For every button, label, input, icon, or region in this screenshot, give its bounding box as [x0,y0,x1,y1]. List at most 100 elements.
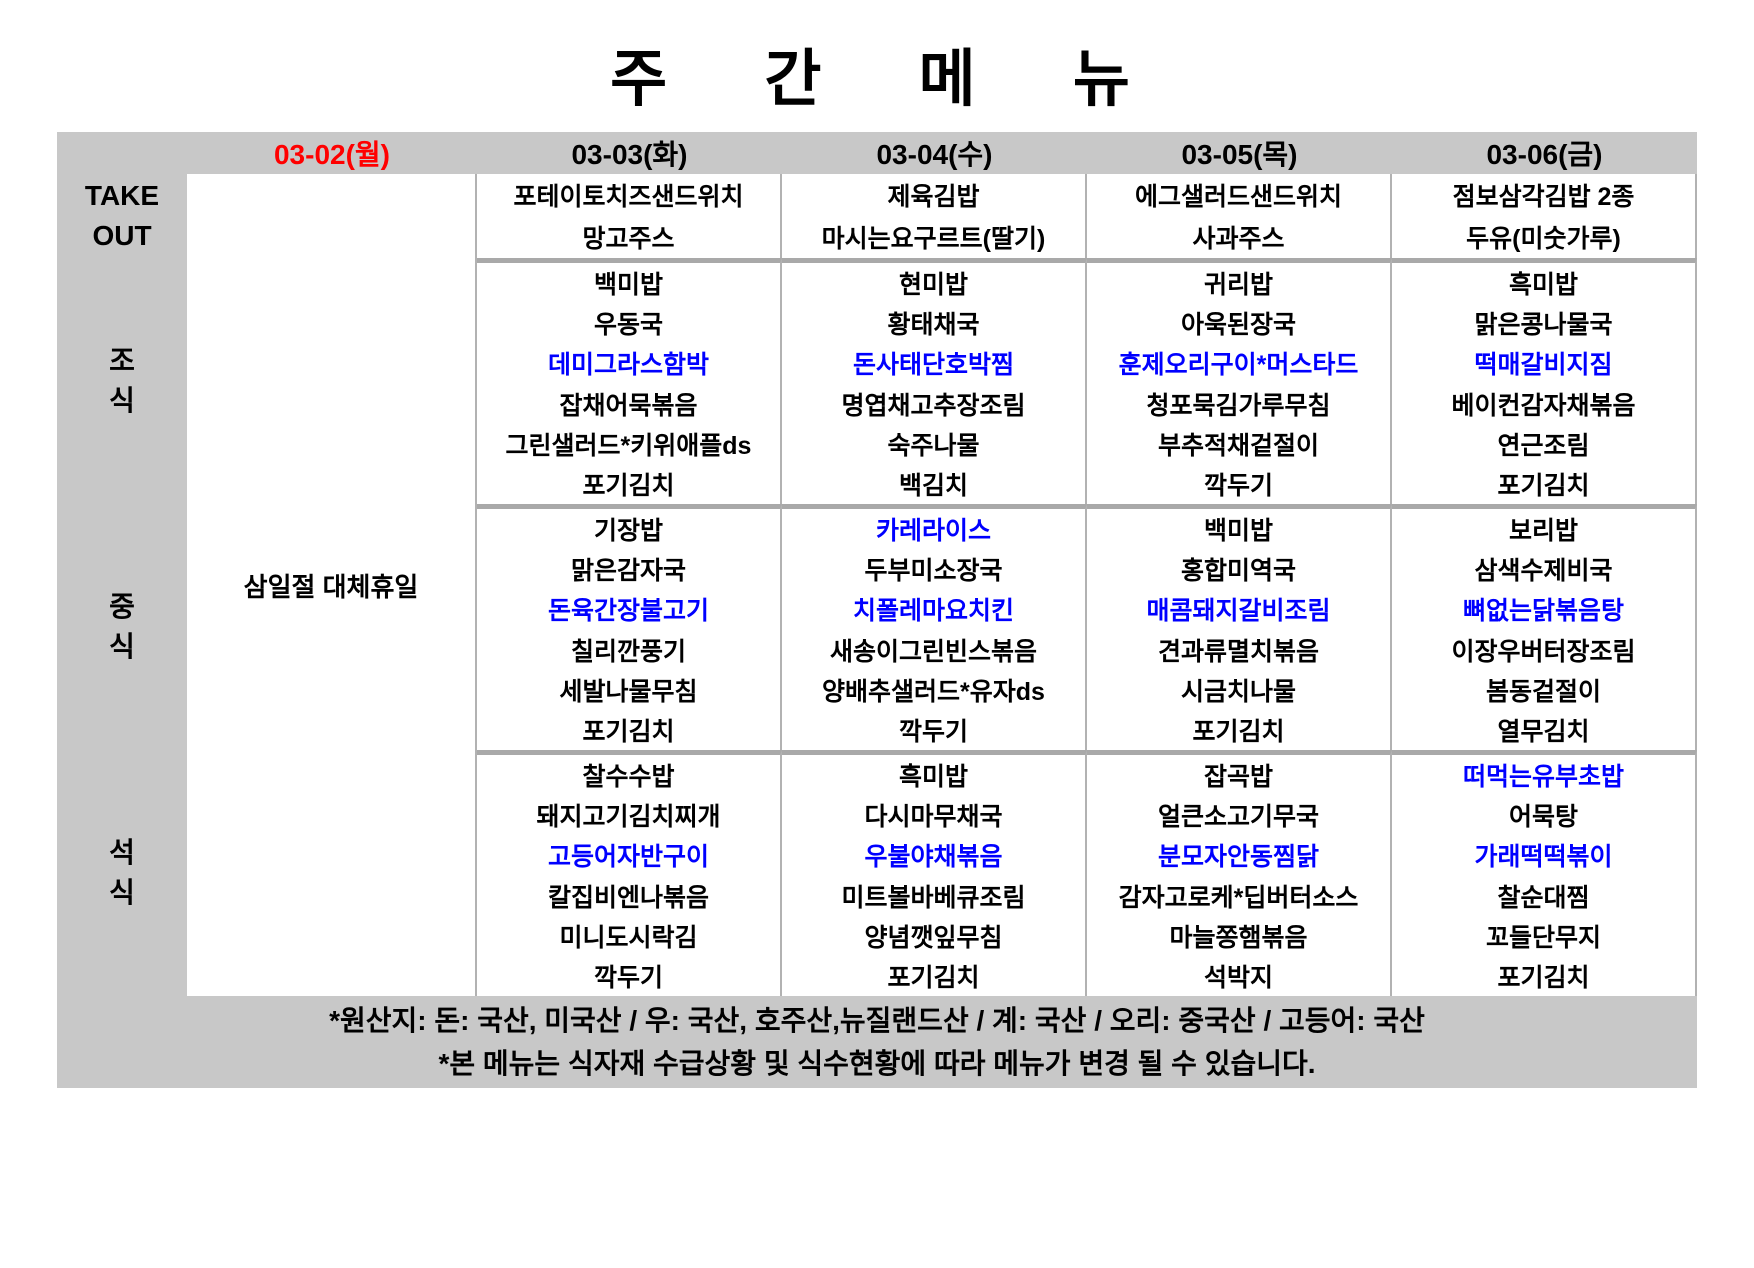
menu-cell-breakfast-day3: 귀리밥 아욱된장국 훈제오리구이*머스타드 청포묵김가루무침 부추적채겉절이 깍두기 [1087,258,1392,504]
row-label-line: 식 [109,385,135,416]
menu-item: 찰순대찜 [1497,883,1590,912]
holiday-note: 삼일절 대체휴일 [243,571,419,602]
menu-cell-dinner-day3: 잡곡밥 얼큰소고기무국 분모자안동찜닭 감자고로케*딥버터소스 마늘쫑햄볶음 석박지 [1087,750,1392,996]
menu-item: 포기김치 [1497,963,1590,992]
row-label-takeout: TAKE OUT [57,174,187,258]
menu-item: 청포묵김가루무침 [1146,391,1331,420]
menu-item: 망고주스 [582,225,675,253]
menu-item: 미니도시락김 [559,923,698,952]
date-header-03-03(화): 03-03(화) [477,132,782,174]
menu-cell-lunch-day4: 보리밥 삼색수제비국 뼈없는닭볶음탕 이장우버터장조림 봄동겉절이 열무김치 [1392,504,1697,750]
menu-item: 깍두기 [593,963,663,992]
row-label-line: 식 [109,631,135,662]
row-label-line: OUT [92,220,152,251]
menu-item: 마시는요구르트(딸기) [821,225,1046,253]
menu-item: 우불야채볶음 [864,843,1003,872]
menu-item: 매콤돼지갈비조림 [1146,597,1331,626]
menu-item: 연근조림 [1497,431,1590,460]
menu-item: 명엽채고추장조림 [841,391,1026,420]
menu-item: 얼큰소고기무국 [1157,803,1319,832]
menu-item: 어묵탕 [1508,803,1578,832]
menu-item: 제육김밥 [887,183,980,211]
menu-item: 에그샐러드샌드위치 [1134,183,1342,211]
menu-item: 맑은콩나물국 [1474,311,1613,340]
menu-item: 보리밥 [1508,517,1578,546]
menu-item: 황태채국 [887,311,980,340]
footer-note-line: *원산지: 돈: 국산, 미국산 / 우: 국산, 호주산,뉴질랜드산 / 계:… [329,1005,1425,1036]
menu-item: 잡채어묵볶음 [559,391,698,420]
menu-cell-breakfast-day4: 흑미밥 맑은콩나물국 떡매갈비지짐 베이컨감자채볶음 연근조림 포기김치 [1392,258,1697,504]
menu-item: 양배추샐러드*유자ds [822,677,1045,706]
menu-item: 사과주스 [1192,225,1285,253]
menu-cell-lunch-day1: 기장밥 맑은감자국 돈육간장불고기 칠리깐풍기 세발나물무침 포기김치 [477,504,782,750]
menu-item: 새송이그린빈스볶음 [829,637,1037,666]
menu-item: 칼집비엔나볶음 [547,883,709,912]
row-label-line: 석 [109,837,135,868]
menu-item: 맑은감자국 [570,557,686,586]
menu-item: 봄동겉절이 [1485,677,1601,706]
row-label-line: 식 [109,877,135,908]
menu-item: 백미밥 [1203,517,1273,546]
menu-cell-lunch-day3: 백미밥 홍합미역국 매콤돼지갈비조림 견과류멸치볶음 시금치나물 포기김치 [1087,504,1392,750]
menu-item: 열무김치 [1497,717,1590,746]
menu-item: 두유(미숫가루) [1466,225,1621,253]
menu-item: 분모자안동찜닭 [1157,843,1319,872]
menu-item: 시금치나물 [1180,677,1296,706]
menu-item: 포기김치 [887,963,980,992]
menu-item: 포기김치 [582,471,675,500]
weekly-menu-table: 03-02(월) 03-03(화) 03-04(수) 03-05(목) 03-06(금)… [57,132,1697,1088]
menu-item: 우동국 [593,311,663,340]
menu-item: 그린샐러드*키위애플ds [505,431,752,460]
footer-notes: *원산지: 돈: 국산, 미국산 / 우: 국산, 호주산,뉴질랜드산 / 계:… [57,996,1697,1088]
menu-cell-dinner-day1: 찰수수밥 돼지고기김치찌개 고등어자반구이 칼집비엔나볶음 미니도시락김 깍두기 [477,750,782,996]
menu-item: 깍두기 [1203,471,1273,500]
date-header-03-05(목): 03-05(목) [1087,132,1392,174]
menu-item: 훈제오리구이*머스타드 [1118,351,1359,380]
menu-item: 현미밥 [898,271,968,300]
menu-item: 가래떡떡볶이 [1474,843,1613,872]
menu-item: 홍합미역국 [1180,557,1296,586]
date-header-03-02(월): 03-02(월) [187,132,477,174]
menu-item: 세발나물무침 [559,677,698,706]
menu-item: 꼬들단무지 [1485,923,1601,952]
holiday-cell: 삼일절 대체휴일 [187,174,477,996]
menu-item: 백김치 [898,471,968,500]
menu-item: 점보삼각김밥 2종 [1452,183,1635,211]
menu-item: 양념깻잎무침 [864,923,1003,952]
menu-item: 두부미소장국 [864,557,1003,586]
menu-item: 귀리밥 [1203,271,1273,300]
menu-item: 돈육간장불고기 [547,597,709,626]
menu-cell-breakfast-day2: 현미밥 황태채국 돈사태단호박찜 명엽채고추장조림 숙주나물 백김치 [782,258,1087,504]
date-header-03-04(수): 03-04(수) [782,132,1087,174]
menu-item: 기장밥 [593,517,663,546]
menu-item: 다시마무채국 [864,803,1003,832]
menu-item: 백미밥 [593,271,663,300]
menu-item: 뼈없는닭볶음탕 [1462,597,1624,626]
menu-item: 카레라이스 [875,517,991,546]
menu-item: 돼지고기김치찌개 [536,803,721,832]
menu-item: 마늘쫑햄볶음 [1169,923,1308,952]
page-title: 주 간 메 뉴 [610,45,1144,114]
menu-item: 포테이토치즈샌드위치 [513,183,744,211]
menu-cell-dinner-day4: 떠먹는유부초밥 어묵탕 가래떡떡볶이 찰순대찜 꼬들단무지 포기김치 [1392,750,1697,996]
menu-cell-dinner-day2: 흑미밥 다시마무채국 우불야채볶음 미트볼바베큐조림 양념깻잎무침 포기김치 [782,750,1087,996]
menu-item: 미트볼바베큐조림 [841,883,1026,912]
menu-item: 아욱된장국 [1180,311,1296,340]
header-corner [57,132,187,174]
date-header-03-06(금): 03-06(금) [1392,132,1697,174]
menu-item: 떡매갈비지짐 [1474,351,1613,380]
menu-item: 고등어자반구이 [547,843,709,872]
menu-item: 포기김치 [1192,717,1285,746]
menu-item: 베이컨감자채볶음 [1451,391,1636,420]
menu-cell-lunch-day2: 카레라이스 두부미소장국 치폴레마요치킨 새송이그린빈스볶음 양배추샐러드*유자ds 깍두… [782,504,1087,750]
menu-item: 포기김치 [582,717,675,746]
row-label-line: 중 [109,591,135,622]
menu-item: 데미그라스함박 [547,351,709,380]
